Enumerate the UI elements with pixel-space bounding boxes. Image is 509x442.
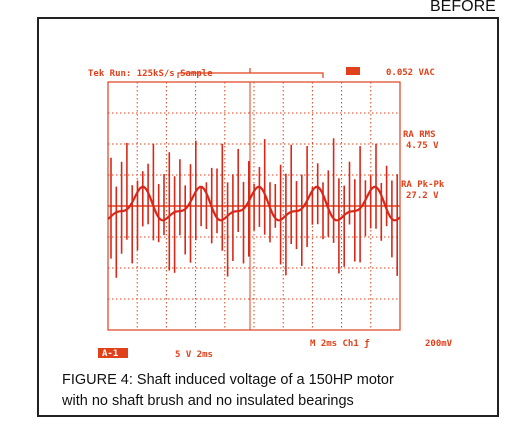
page: {"header": {"title": "BEFORE"}, "scope":… <box>0 0 509 442</box>
pkpk-value: 27.2 V <box>406 191 439 201</box>
caption-line: with no shaft brush and no insulated bea… <box>61 393 354 409</box>
caption-line: FIGURE 4: Shaft induced voltage of a 150… <box>62 372 394 388</box>
channel-scale: 5 V 2ms <box>175 350 213 360</box>
trigger-level: 200mV <box>425 339 453 349</box>
rms-value: 4.75 V <box>406 141 439 151</box>
run-status: Tek Run: 125kS/s Sample <box>88 69 213 79</box>
header-title: BEFORE <box>430 0 496 15</box>
figure: BEFORE Tek Run: 125kS/s Sample 0.052 VAC… <box>0 0 509 442</box>
reading: 0.052 VAC <box>386 68 435 78</box>
timebase: M 2ms Ch1 ƒ <box>310 339 370 349</box>
reading-icon <box>346 67 360 75</box>
rms-label: RA RMS <box>403 130 436 140</box>
marker: A-1 <box>102 349 118 359</box>
pkpk-label: RA Pk-Pk <box>401 180 445 190</box>
